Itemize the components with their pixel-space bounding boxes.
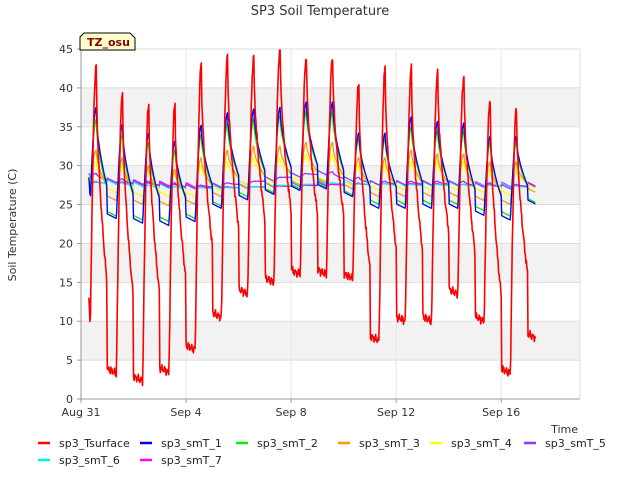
y-tick-label: 10 [59, 315, 73, 328]
y-tick-label: 25 [59, 199, 73, 212]
x-tick-label: Sep 8 [275, 406, 306, 419]
y-axis-ticks: 0 5 10 15 20 25 30 35 40 45 [59, 43, 81, 406]
y-tick-label: 35 [59, 121, 73, 134]
site-badge-box [79, 32, 136, 51]
grid-band [81, 321, 580, 361]
x-axis-ticks: Aug 31 Sep 4 Sep 8 Sep 12 Sep 16 [62, 399, 520, 419]
legend: sp3_Tsurface sp3_smT_1 sp3_smT_2 sp3_smT_3 s… [38, 437, 606, 467]
y-tick-label: 20 [59, 237, 73, 250]
legend-label: sp3_Tsurface [59, 437, 130, 450]
site-badge-label: TZ_osu [87, 36, 130, 49]
chart-title: SP3 Soil Temperature [251, 4, 389, 19]
y-tick-label: 5 [66, 354, 73, 367]
y-tick-label: 0 [66, 393, 73, 406]
legend-item-sp3-smT-5: sp3_smT_5 [524, 437, 606, 450]
legend-label: sp3_smT_7 [161, 454, 222, 467]
legend-label: sp3_smT_1 [161, 437, 222, 450]
series-line-sp3-smT-6 [88, 179, 536, 190]
legend-item-sp3-smT-7: sp3_smT_7 [140, 454, 222, 467]
legend-item-sp3-smT-4: sp3_smT_4 [430, 437, 512, 450]
legend-label: sp3_smT_6 [59, 454, 120, 467]
y-tick-label: 30 [59, 160, 73, 173]
x-tick-label: Aug 31 [62, 406, 101, 419]
y-tick-label: 15 [59, 276, 73, 289]
x-axis-title: Time [550, 423, 578, 436]
y-axis-title: Soil Temperature (C) [6, 169, 19, 282]
y-tick-label: 45 [59, 43, 73, 56]
x-tick-label: Sep 4 [170, 406, 201, 419]
site-badge: TZ_osu [79, 32, 136, 51]
x-tick-label: Sep 12 [377, 406, 415, 419]
legend-label: sp3_smT_4 [451, 437, 512, 450]
legend-label: sp3_smT_2 [257, 437, 318, 450]
legend-label: sp3_smT_5 [545, 437, 606, 450]
series-lines [88, 49, 537, 387]
legend-label: sp3_smT_3 [359, 437, 420, 450]
legend-item-sp3-smT-1: sp3_smT_1 [140, 437, 222, 450]
y-tick-label: 40 [59, 82, 73, 95]
grid-lines [80, 48, 580, 400]
axes [80, 49, 581, 400]
series-line-sp3-Tsurface [88, 49, 537, 387]
legend-item-sp3-smT-6: sp3_smT_6 [38, 454, 120, 467]
legend-item-sp3-smT-3: sp3_smT_3 [338, 437, 420, 450]
legend-item-sp3-smT-2: sp3_smT_2 [236, 437, 318, 450]
series-line-sp3-smT-5 [88, 169, 536, 190]
legend-item-sp3-Tsurface: sp3_Tsurface [38, 437, 130, 450]
x-tick-label: Sep 16 [482, 406, 520, 419]
